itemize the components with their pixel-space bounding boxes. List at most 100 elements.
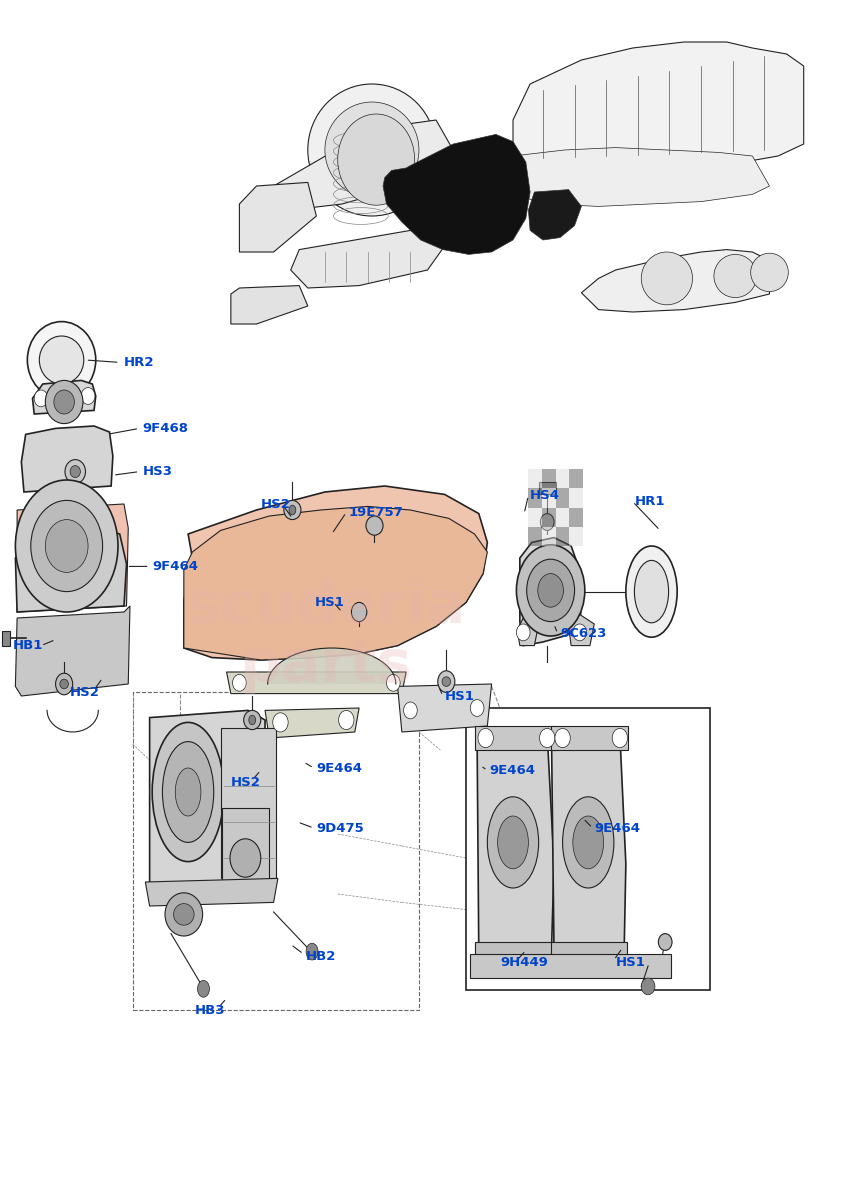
Ellipse shape (45, 380, 83, 424)
Ellipse shape (386, 674, 400, 691)
Ellipse shape (306, 943, 318, 960)
Bar (221, 728, 276, 878)
Bar (470, 954, 671, 978)
Bar (542, 527, 556, 546)
Polygon shape (227, 672, 406, 694)
Bar (528, 527, 542, 546)
Ellipse shape (751, 253, 788, 292)
Ellipse shape (27, 322, 96, 398)
Text: 9C623: 9C623 (560, 628, 606, 640)
Polygon shape (15, 606, 130, 696)
Ellipse shape (45, 520, 88, 572)
Polygon shape (256, 120, 453, 210)
Ellipse shape (573, 816, 604, 869)
Ellipse shape (244, 710, 261, 730)
Ellipse shape (60, 679, 68, 689)
Ellipse shape (289, 505, 296, 515)
Bar (542, 488, 556, 508)
Ellipse shape (438, 671, 455, 692)
Ellipse shape (308, 84, 436, 216)
Bar (542, 469, 556, 488)
Ellipse shape (81, 388, 95, 404)
Text: HS2: HS2 (231, 776, 261, 788)
Ellipse shape (714, 254, 757, 298)
Polygon shape (184, 486, 487, 660)
Polygon shape (581, 250, 770, 312)
Polygon shape (517, 618, 539, 646)
Ellipse shape (555, 728, 570, 748)
Polygon shape (513, 42, 804, 174)
Text: 9D475: 9D475 (316, 822, 364, 834)
Ellipse shape (404, 702, 417, 719)
Ellipse shape (230, 839, 261, 877)
Ellipse shape (338, 114, 415, 205)
Text: HS1: HS1 (315, 596, 345, 608)
Polygon shape (145, 878, 278, 906)
Text: HS2: HS2 (261, 498, 291, 510)
Polygon shape (184, 506, 487, 660)
Text: HS3: HS3 (143, 466, 173, 478)
Bar (551, 942, 627, 960)
Ellipse shape (273, 713, 288, 732)
Ellipse shape (54, 390, 74, 414)
Ellipse shape (540, 514, 554, 530)
Text: 9E464: 9E464 (489, 764, 535, 776)
Ellipse shape (626, 546, 677, 637)
Bar (528, 488, 542, 508)
Polygon shape (21, 426, 113, 492)
Ellipse shape (540, 728, 555, 748)
Bar (569, 527, 583, 546)
Ellipse shape (641, 978, 655, 995)
Bar (528, 508, 542, 527)
Bar (539, 482, 556, 494)
Ellipse shape (284, 500, 301, 520)
Ellipse shape (65, 460, 86, 484)
Ellipse shape (573, 624, 587, 641)
Ellipse shape (175, 768, 201, 816)
Bar (528, 469, 542, 488)
Ellipse shape (442, 677, 451, 686)
Ellipse shape (198, 980, 209, 997)
Ellipse shape (538, 574, 563, 607)
Bar (569, 508, 583, 527)
Bar (551, 726, 628, 750)
Text: HS1: HS1 (616, 956, 646, 968)
Text: HR1: HR1 (634, 496, 665, 508)
Bar (475, 942, 553, 960)
Bar (556, 527, 569, 546)
Ellipse shape (339, 710, 354, 730)
Polygon shape (265, 708, 359, 738)
Ellipse shape (31, 500, 103, 592)
Polygon shape (513, 148, 770, 206)
Bar (556, 508, 569, 527)
Polygon shape (528, 190, 581, 240)
Bar (2, 631, 10, 646)
Text: HS4: HS4 (530, 490, 560, 502)
Text: HB3: HB3 (195, 1004, 226, 1016)
Ellipse shape (478, 728, 493, 748)
Ellipse shape (641, 252, 693, 305)
Polygon shape (15, 528, 127, 612)
Ellipse shape (233, 674, 246, 691)
Bar (475, 726, 556, 750)
Polygon shape (150, 710, 265, 900)
Text: HB2: HB2 (306, 950, 337, 962)
Ellipse shape (249, 715, 256, 725)
Ellipse shape (70, 466, 80, 478)
Polygon shape (383, 134, 530, 254)
Ellipse shape (487, 797, 539, 888)
Ellipse shape (15, 480, 118, 612)
Text: scuderia: scuderia (185, 577, 465, 635)
Ellipse shape (39, 336, 84, 384)
Ellipse shape (658, 934, 672, 950)
Bar (569, 469, 583, 488)
Text: 9E464: 9E464 (594, 822, 640, 834)
Polygon shape (17, 504, 128, 612)
Ellipse shape (152, 722, 224, 862)
Ellipse shape (498, 816, 528, 869)
Bar (133, 692, 419, 1010)
Bar (556, 488, 569, 508)
Bar (222, 808, 269, 886)
Ellipse shape (527, 559, 575, 622)
Text: HR2: HR2 (124, 356, 155, 368)
